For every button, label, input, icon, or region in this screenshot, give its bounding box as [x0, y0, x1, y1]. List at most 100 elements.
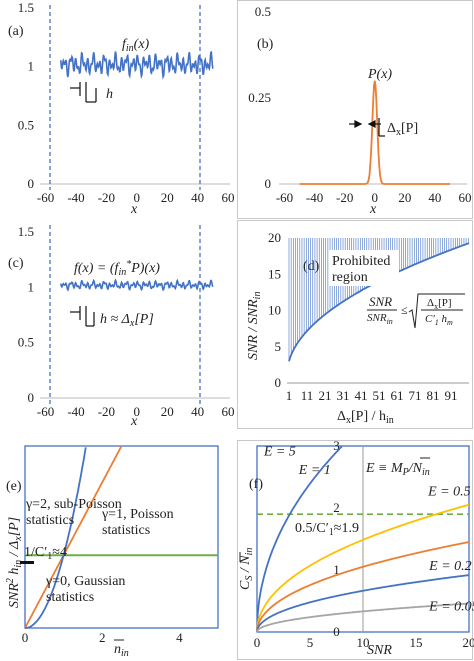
x-tick-label: 0 [22, 630, 29, 645]
x-tick-label: 0 [254, 635, 261, 650]
panel-tag: (c) [8, 256, 24, 271]
y-tick-label: 1 [28, 59, 35, 74]
y-tick-label: 0 [333, 624, 340, 639]
x-tick-label: -60 [37, 404, 54, 419]
gamma0-label-2: statistics [46, 590, 94, 605]
svg-text:Δx[P]: Δx[P] [427, 297, 452, 311]
x-tick-label: -20 [98, 404, 115, 419]
svg-text:≤: ≤ [401, 303, 408, 317]
curve-E [256, 445, 343, 633]
pitch-label: h ≈ Δx[P] [100, 312, 154, 329]
y-tick-label: 20 [268, 230, 281, 245]
curve-E [256, 503, 470, 633]
y-tick-label: 1 [28, 279, 35, 294]
panel-e: 0 2 4 (e) γ=2, sub-Poisson statistics γ=1,… [5, 445, 219, 659]
y-tick-label: 0 [28, 176, 35, 191]
y-tick-label: 3 [333, 440, 340, 453]
gamma1-line [24, 445, 123, 629]
x-tick-label: 5 [307, 635, 314, 650]
x-tick-label: 0 [372, 190, 379, 205]
panel-b: 0.50.250-60 -40 -20 0 20 40 60 (b) P(x) Δx[P] … [237, 0, 473, 219]
y-tick-label: 1 [333, 562, 340, 577]
x-tick-label: 51 [373, 388, 386, 403]
y-tick-label: 5 [275, 339, 282, 354]
x-tick-label: 15 [410, 635, 423, 650]
x-axis-label: nin [114, 642, 129, 659]
pitch-marker [70, 306, 95, 327]
svg-text:C′1 hm: C′1 hm [425, 313, 453, 327]
panel-tag: (f) [249, 477, 263, 492]
curve-label: P(x) [367, 67, 392, 82]
series-label: E = 1 [298, 463, 331, 478]
x-tick-label: 60 [459, 190, 472, 205]
x-tick-label: 4 [176, 630, 183, 645]
y-tick-label: 15 [268, 266, 281, 281]
ref-label: 0.5/C′1≈1.9 [295, 521, 359, 538]
inequality: SNR SNRin ≤ Δx[P] C′1 hm [363, 290, 467, 334]
panel-tag: (a) [8, 24, 24, 39]
x-tick-label: -40 [306, 190, 323, 205]
x-axis-label: x [130, 414, 138, 429]
x-tick-label: 10 [357, 635, 370, 650]
psf-line [299, 80, 450, 185]
series-label: E = 5 [263, 444, 296, 459]
gamma2-label-1: γ=2, sub-Poisson [25, 497, 122, 512]
x-tick-label: 41 [355, 388, 368, 403]
x-tick-label: 20 [161, 190, 174, 205]
x-axis-label: x [130, 202, 138, 217]
panel-tag: (e) [6, 479, 22, 494]
signal-line [60, 278, 214, 292]
y-tick-label: 0 [265, 176, 272, 191]
y-tick-label: 0.25 [248, 90, 271, 105]
x-tick-label: 0 [134, 190, 141, 205]
definition-label: E ≡ MP/Nin [365, 461, 430, 478]
y-tick-label: 0 [28, 390, 35, 405]
x-tick-label: 71 [409, 388, 422, 403]
x-tick-label: 60 [222, 190, 235, 205]
x-tick-label: 20 [463, 635, 474, 650]
panel-tag: (d) [303, 259, 320, 274]
equation: f(x) = (fin*P)(x) [74, 259, 160, 278]
y-tick-label: 0.5 [18, 335, 34, 350]
x-tick-label: 40 [191, 190, 204, 205]
y-axis-label: CS / Nin [238, 548, 255, 590]
y-tick-label: 0.5 [255, 4, 271, 19]
level-mark [20, 561, 34, 564]
series-label: E = 0.05 [428, 599, 474, 614]
x-tick-label: 11 [301, 388, 314, 403]
width-marker [349, 118, 385, 137]
series-label: E = 0.5 [427, 485, 471, 500]
y-tick-label: 2 [333, 500, 340, 515]
y-tick-label: 0 [275, 375, 282, 390]
gamma2-label-2: statistics [26, 513, 74, 528]
x-tick-label: 1 [286, 388, 293, 403]
x-tick-label: 91 [445, 388, 458, 403]
y-axis-label: SNR2 hin / Δx[P] [5, 517, 24, 608]
gamma0-label-1: γ=0, Gaussian [45, 574, 125, 589]
x-tick-label: 31 [337, 388, 350, 403]
x-tick-label: 0 [134, 404, 141, 419]
curve-label: fin(x) [122, 37, 150, 54]
series-label: E = 0.2 [428, 559, 472, 574]
x-tick-label: -20 [98, 190, 115, 205]
gamma1-label-1: γ=1, Poisson [101, 507, 174, 522]
svg-text:SNRin: SNRin [367, 312, 393, 326]
x-tick-label: 20 [398, 190, 411, 205]
x-tick-label: 21 [319, 388, 332, 403]
pitch-marker [70, 82, 97, 103]
width-label: Δx[P] [387, 121, 418, 138]
x-tick-label: 81 [427, 388, 440, 403]
region-label-1: Prohibited [332, 254, 390, 269]
level-label: 1/C′1≈4 [24, 545, 67, 562]
gamma1-label-2: statistics [102, 523, 150, 538]
y-tick-label: 1.5 [18, 224, 34, 239]
signal-line [60, 50, 214, 80]
gamma2-line [25, 447, 87, 629]
x-tick-label: 60 [222, 404, 235, 419]
curve-E [256, 541, 470, 633]
x-tick-label: -40 [67, 404, 84, 419]
x-tick-label: 40 [191, 404, 204, 419]
curve-E [256, 574, 470, 633]
x-tick-label: -20 [336, 190, 353, 205]
